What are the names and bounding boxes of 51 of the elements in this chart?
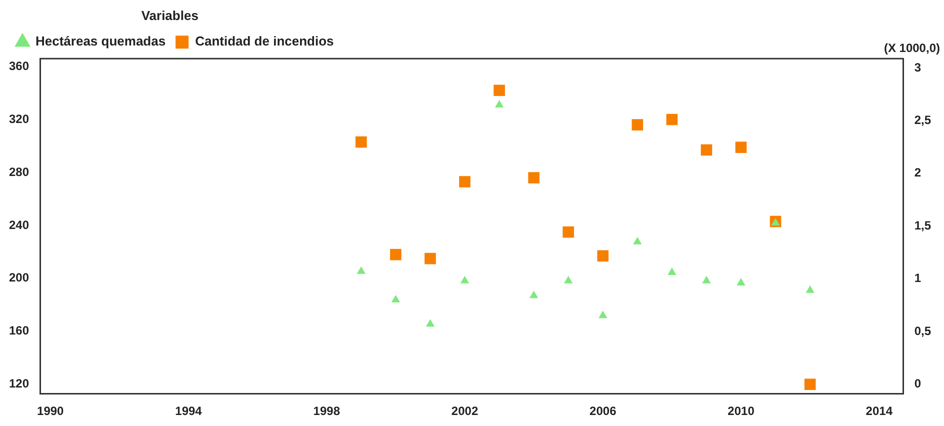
x-tick-label: 1994 [175, 404, 202, 418]
y-tick-label: 240 [8, 218, 30, 232]
point [633, 236, 642, 244]
point [391, 294, 400, 302]
point [804, 378, 816, 390]
point [494, 84, 505, 96]
point [529, 290, 538, 298]
x-tick-label: 2010 [728, 404, 755, 418]
point [459, 176, 470, 188]
point [806, 285, 814, 293]
y-tick-label: 200 [8, 270, 30, 285]
y2-tick-label: 0,5 [914, 324, 932, 338]
point [597, 250, 609, 262]
point [736, 278, 746, 286]
point [426, 319, 435, 327]
y2-tick-label: 1 [914, 271, 922, 286]
point [356, 266, 366, 274]
point [564, 276, 573, 284]
y-tick-label: 280 [8, 164, 30, 179]
point [632, 119, 644, 130]
y2-tick-label: 2 [914, 166, 922, 180]
point [494, 100, 504, 108]
point [668, 267, 676, 275]
y2-tick-label: 1,5 [914, 218, 932, 232]
point [390, 248, 402, 260]
x-tick-label: 2014 [866, 404, 893, 418]
y2-axis-title: (X 1000,0) [884, 40, 940, 55]
y-tick-label: 160 [8, 324, 30, 338]
point [735, 142, 747, 153]
point [598, 310, 608, 318]
x-tick-label: 2006 [590, 404, 617, 418]
y-tick-label: 320 [8, 112, 30, 126]
point [424, 252, 436, 264]
point [528, 172, 540, 184]
legend-label: Cantidad de incendios [195, 34, 334, 49]
y2-tick-label: 3 [914, 60, 922, 74]
x-tick-label: 1990 [37, 404, 64, 418]
point [700, 144, 712, 156]
point [460, 276, 470, 284]
point [356, 136, 367, 148]
point [562, 226, 574, 238]
y-tick-label: 360 [8, 58, 30, 73]
point [666, 114, 678, 126]
legend-label: Hectáreas quemadas [36, 34, 166, 49]
y2-tick-label: 2,5 [914, 113, 932, 128]
x-tick-label: 1998 [313, 404, 340, 418]
y-tick-label: 120 [8, 376, 30, 391]
legend-title: Variables [141, 8, 198, 24]
x-tick-label: 2002 [451, 404, 478, 418]
y2-tick-label: 0 [914, 376, 922, 390]
point [702, 276, 711, 284]
